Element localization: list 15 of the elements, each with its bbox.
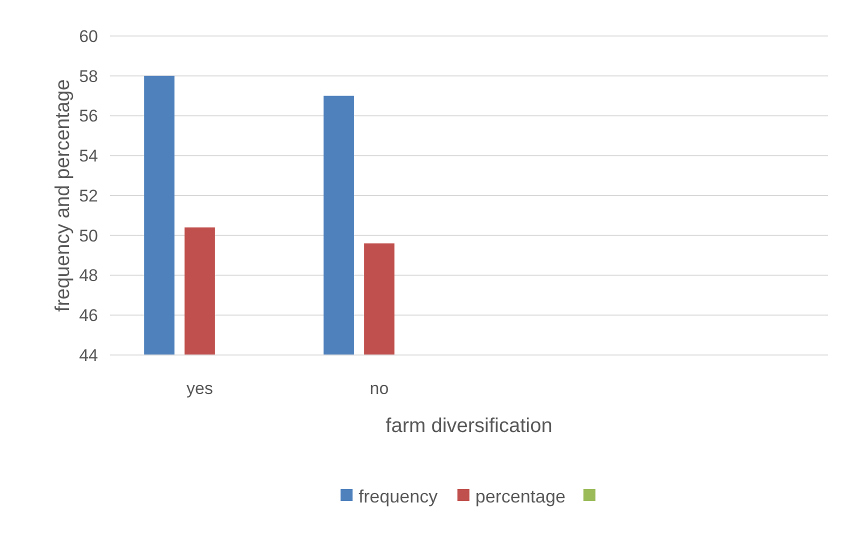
legend-label: frequency — [358, 486, 438, 506]
x-tick-label: no — [370, 379, 389, 398]
y-tick-label: 56 — [79, 106, 98, 126]
y-tick-label: 50 — [79, 226, 98, 246]
y-tick-label: 48 — [79, 266, 98, 286]
y-tick-label: 52 — [79, 186, 98, 206]
x-tick-label: yes — [186, 379, 213, 398]
y-tick-label: 58 — [79, 66, 98, 86]
legend-label: percentage — [475, 486, 566, 506]
y-axis-title: frequency and percentage — [52, 79, 74, 312]
y-tick-label: 60 — [79, 26, 98, 46]
y-tick-label: 54 — [79, 146, 98, 166]
x-axis-title: farm diversification — [386, 415, 552, 437]
y-tick-label: 46 — [79, 306, 98, 326]
y-tick-label: 44 — [79, 346, 98, 365]
